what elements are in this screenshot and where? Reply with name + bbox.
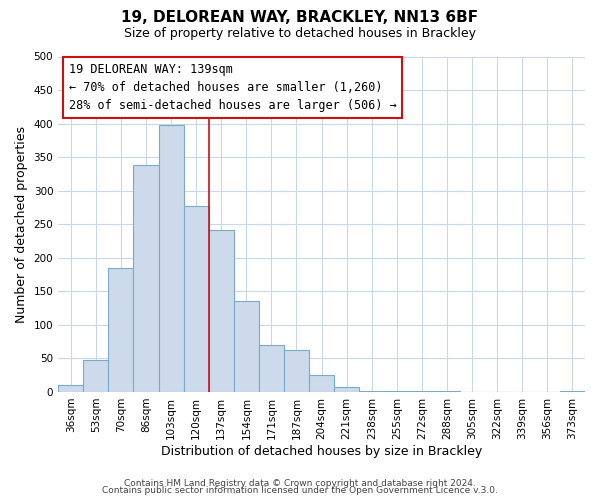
Text: Contains public sector information licensed under the Open Government Licence v.: Contains public sector information licen…	[102, 486, 498, 495]
Bar	[158, 125, 184, 392]
Bar	[109, 268, 133, 392]
Bar	[83, 360, 109, 392]
Text: Size of property relative to detached houses in Brackley: Size of property relative to detached ho…	[124, 28, 476, 40]
Text: Contains HM Land Registry data © Crown copyright and database right 2024.: Contains HM Land Registry data © Crown c…	[124, 478, 476, 488]
Bar	[209, 230, 234, 392]
Bar	[284, 350, 309, 392]
Bar	[259, 345, 284, 392]
X-axis label: Distribution of detached houses by size in Brackley: Distribution of detached houses by size …	[161, 444, 482, 458]
Bar	[334, 386, 359, 392]
Text: 19, DELOREAN WAY, BRACKLEY, NN13 6BF: 19, DELOREAN WAY, BRACKLEY, NN13 6BF	[121, 10, 479, 25]
Y-axis label: Number of detached properties: Number of detached properties	[15, 126, 28, 322]
Bar	[133, 165, 158, 392]
Text: 19 DELOREAN WAY: 139sqm
← 70% of detached houses are smaller (1,260)
28% of semi: 19 DELOREAN WAY: 139sqm ← 70% of detache…	[69, 63, 397, 112]
Bar	[309, 375, 334, 392]
Bar	[234, 300, 259, 392]
Bar	[184, 206, 209, 392]
Bar	[58, 385, 83, 392]
Bar	[359, 390, 385, 392]
Bar	[560, 390, 585, 392]
